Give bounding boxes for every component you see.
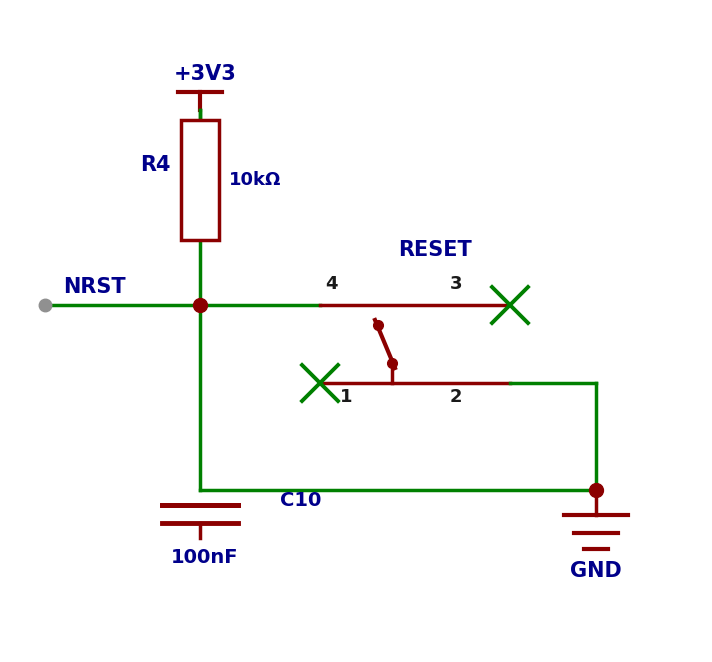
Text: GND: GND: [570, 561, 622, 581]
Text: C10: C10: [280, 491, 321, 510]
Text: 1: 1: [340, 388, 352, 406]
Text: 4: 4: [325, 275, 337, 293]
Text: 10kΩ: 10kΩ: [229, 171, 281, 189]
Text: RESET: RESET: [398, 240, 472, 260]
Bar: [181, 120, 219, 240]
Text: 2: 2: [450, 388, 463, 406]
Text: NRST: NRST: [63, 277, 125, 297]
Text: R4: R4: [140, 155, 171, 175]
Text: +3V3: +3V3: [174, 64, 236, 84]
Text: 100nF: 100nF: [172, 548, 239, 567]
Text: 3: 3: [450, 275, 463, 293]
